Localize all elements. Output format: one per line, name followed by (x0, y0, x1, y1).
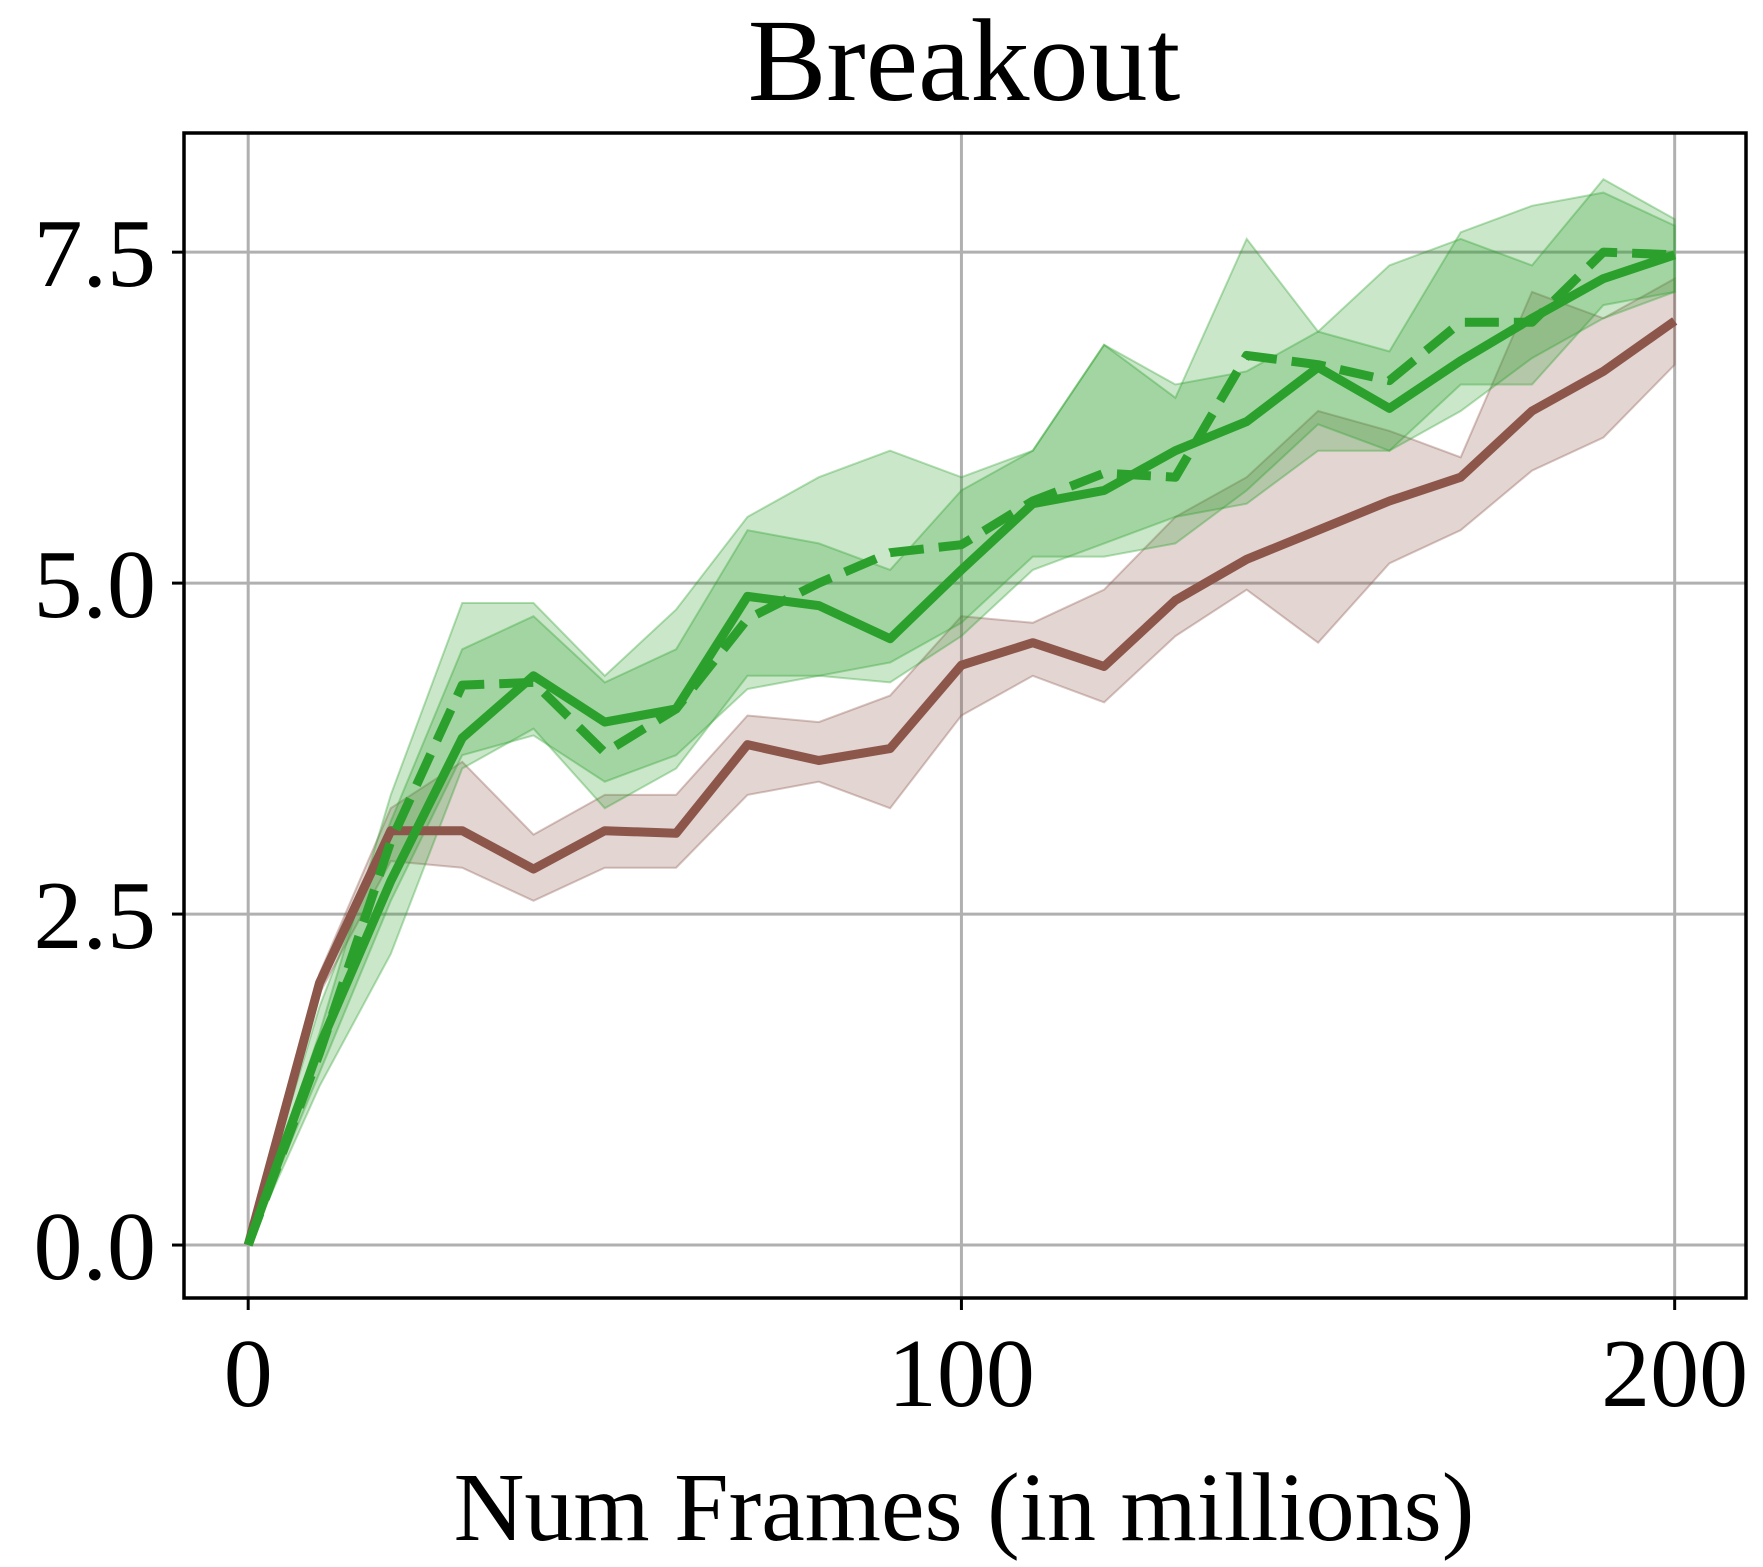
x-axis-label: Num Frames (in millions) (454, 1454, 1475, 1562)
x-tick-label: 200 (1601, 1320, 1748, 1428)
x-tick-label: 0 (224, 1320, 273, 1428)
chart-title: Breakout (748, 0, 1181, 126)
grid (184, 133, 1746, 1298)
y-tick-label: 0.0 (34, 1193, 157, 1301)
y-tick-label: 2.5 (34, 862, 157, 970)
series-1-line (243, 317, 1678, 1247)
y-tick-label: 7.5 (34, 200, 157, 308)
axis-ticks: 0 100 200 0.0 2.5 5.0 7.5 (34, 200, 1749, 1428)
series-lines (243, 247, 1678, 1247)
y-tick-label: 5.0 (34, 531, 157, 639)
series-2-line (243, 250, 1677, 1247)
series-3-line (243, 247, 1675, 1247)
plot-frame (182, 131, 1748, 1300)
x-tick-label: 100 (888, 1320, 1035, 1428)
